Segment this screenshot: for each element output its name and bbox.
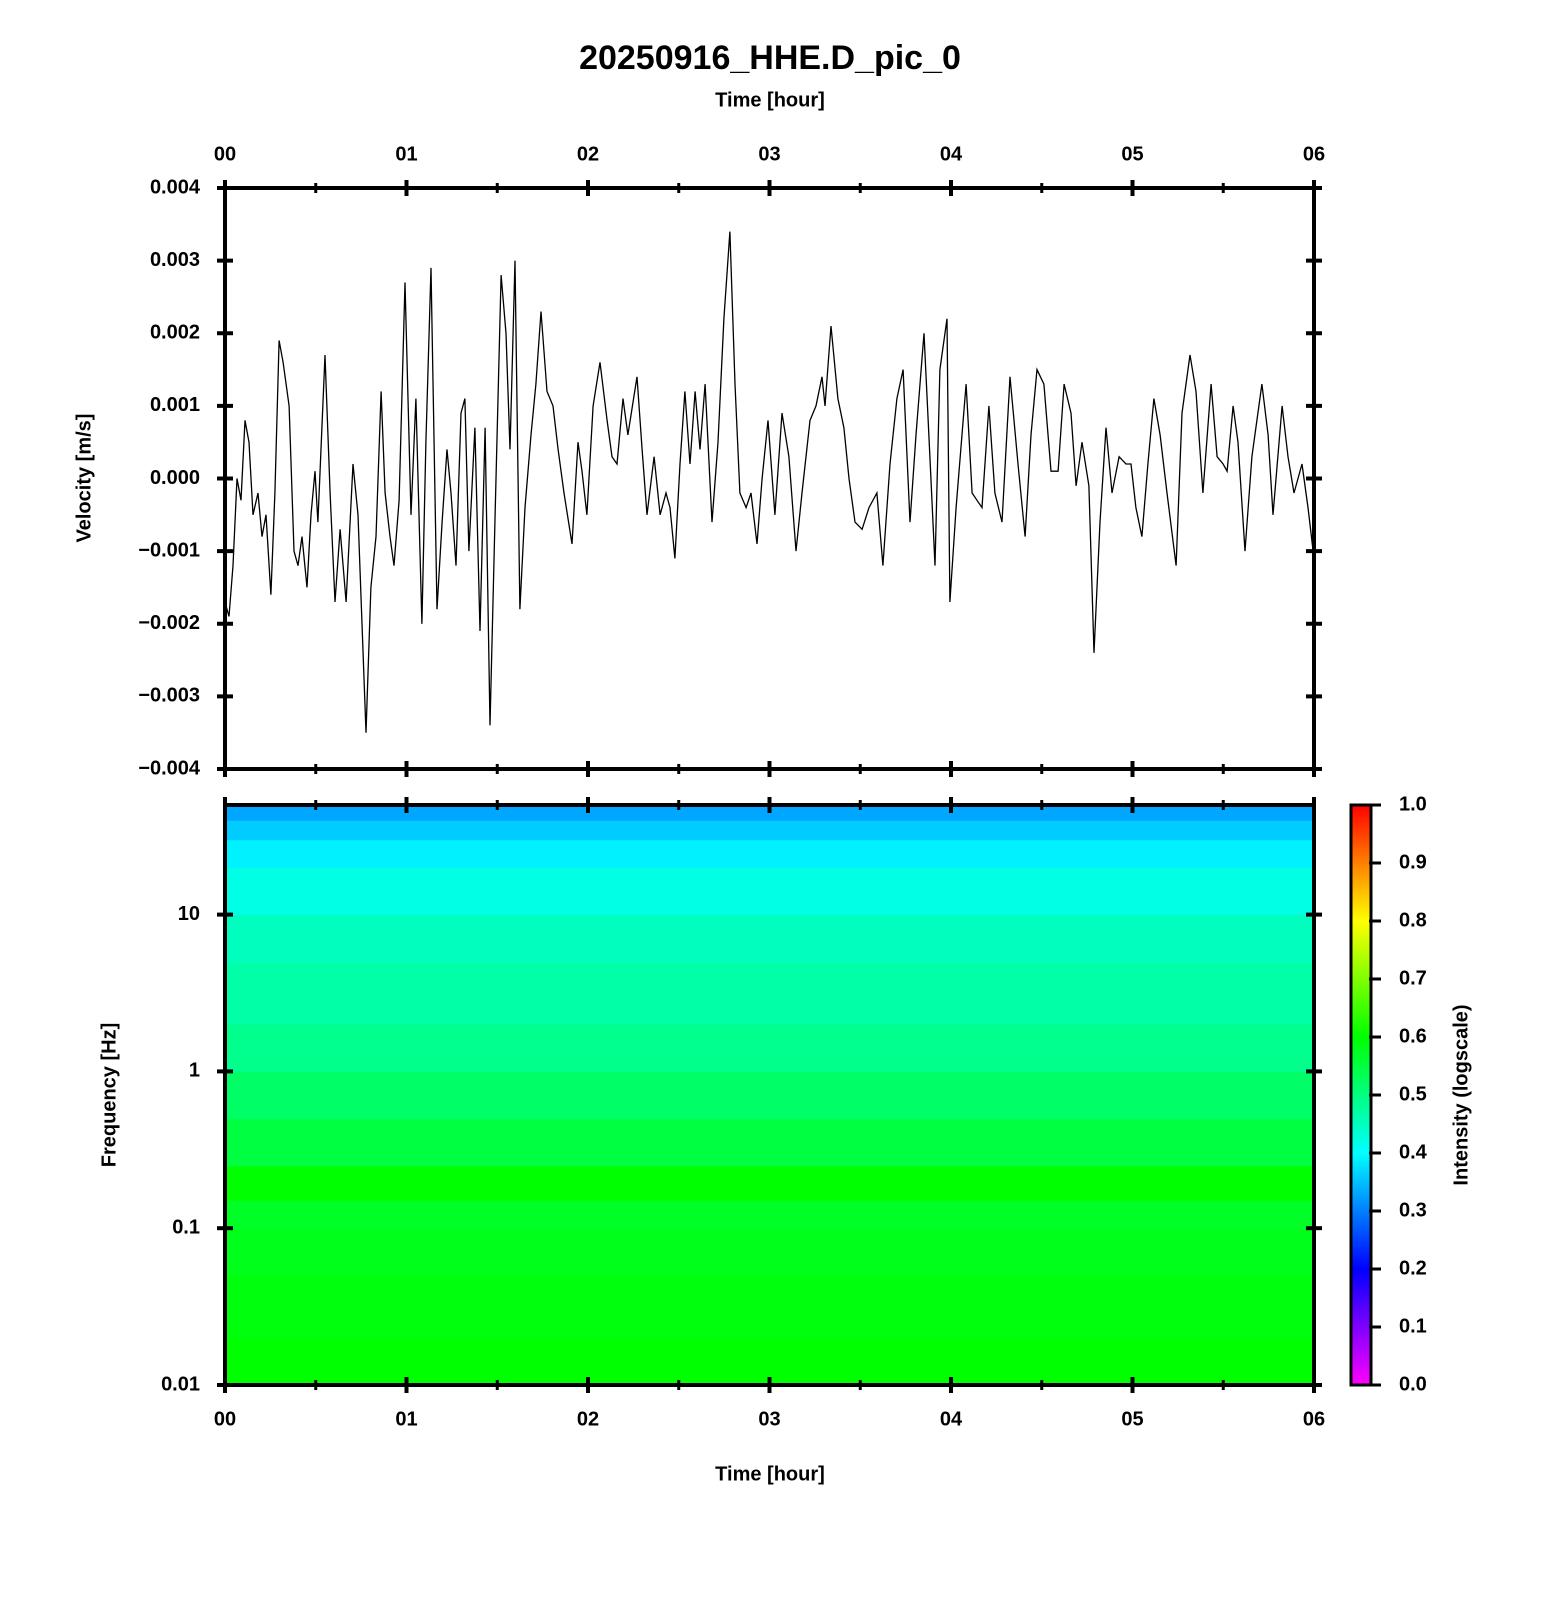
x-tick-label: 00 [214, 143, 236, 165]
y-tick-label: −0.002 [138, 612, 200, 634]
spectrogram-band [225, 1275, 1314, 1339]
spectrogram-band [225, 1228, 1314, 1276]
colorbar-tick-label: 0.2 [1399, 1257, 1427, 1279]
spectrogram-band [225, 839, 1314, 868]
colorbar-tick-label: 0.1 [1399, 1315, 1427, 1337]
y-tick-label: −0.003 [138, 685, 200, 707]
x-tick-label: 03 [758, 143, 780, 165]
colorbar-tick-label: 0.4 [1399, 1141, 1428, 1163]
y-tick-label: 0.000 [150, 467, 200, 489]
colorbar-tick-label: 0.8 [1399, 909, 1427, 931]
x-tick-label: 02 [577, 1408, 599, 1430]
spectrogram-band [225, 914, 1314, 963]
spectrogram-band [225, 1024, 1314, 1072]
x-tick-label: 06 [1303, 143, 1325, 165]
spectrogram-band [225, 961, 1314, 1025]
y-tick-label: −0.001 [138, 539, 200, 561]
spectrogram-band [225, 1118, 1314, 1167]
plot-frame [223, 803, 1316, 1387]
spectrogram-band [225, 1200, 1314, 1229]
x-tick-label: 01 [395, 143, 417, 165]
y-tick-label: 0.003 [150, 249, 200, 271]
plot-frame [223, 186, 1316, 771]
y-tick-label: 0.01 [161, 1373, 200, 1395]
x-tick-label: 04 [940, 1408, 963, 1430]
x-tick-label: 05 [1121, 1408, 1143, 1430]
y-tick-label: 1 [189, 1060, 200, 1082]
spectrogram-band [225, 1071, 1314, 1120]
x-tick-label: 03 [758, 1408, 780, 1430]
x-tick-label: 04 [940, 143, 963, 165]
spectrogram-band [225, 867, 1314, 916]
colorbar-title: Intensity (logscale) [1450, 1004, 1472, 1185]
colorbar-tick-label: 0.3 [1399, 1199, 1427, 1221]
x-tick-label: 00 [214, 1408, 236, 1430]
y-tick-label: 0.004 [150, 176, 201, 198]
x-tick-label: 02 [577, 143, 599, 165]
y-tick-label: 0.001 [150, 394, 200, 416]
y-tick-label: −0.004 [138, 757, 201, 779]
waveform [224, 231, 1315, 733]
x-axis-title: Time [hour] [715, 89, 825, 111]
colorbar-tick-label: 0.9 [1399, 851, 1427, 873]
x-axis-title: Time [hour] [715, 1463, 825, 1485]
spectrogram-band [225, 820, 1314, 841]
colorbar-tick-label: 1.0 [1399, 793, 1427, 815]
y-tick-label: 0.002 [150, 322, 200, 344]
chart-title: 20250916_HHE.D_pic_0 [579, 39, 961, 77]
colorbar-tick-label: 0.7 [1399, 967, 1427, 989]
spectrogram-band [225, 1165, 1314, 1202]
y-axis-title: Frequency [Hz] [98, 1023, 120, 1167]
x-tick-label: 01 [395, 1408, 417, 1430]
x-tick-label: 06 [1303, 1408, 1325, 1430]
colorbar-tick-label: 0.5 [1399, 1083, 1427, 1105]
colorbar [1349, 803, 1373, 1387]
colorbar-tick-label: 0.0 [1399, 1373, 1427, 1395]
y-axis-title: Velocity [m/s] [73, 414, 95, 543]
x-tick-label: 05 [1121, 143, 1143, 165]
y-tick-label: 0.1 [172, 1216, 200, 1238]
y-tick-label: 10 [178, 903, 200, 925]
colorbar-tick-label: 0.6 [1399, 1025, 1427, 1047]
